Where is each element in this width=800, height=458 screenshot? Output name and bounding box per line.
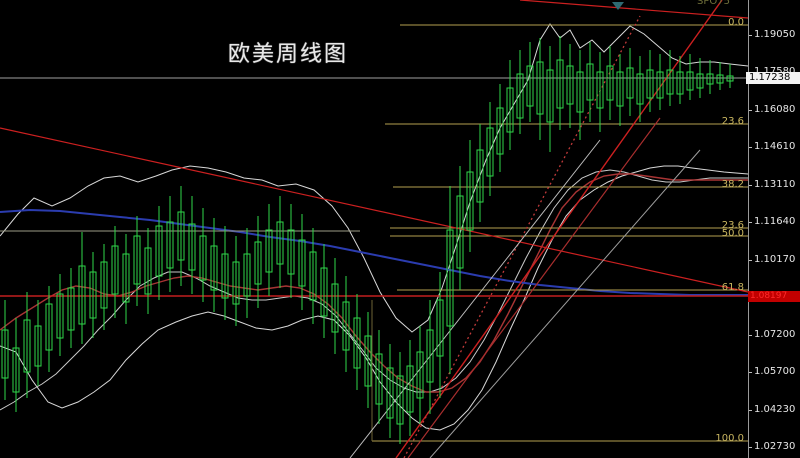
- ma-mid-white-line: [0, 169, 748, 411]
- candle-group-consolidation: [566, 42, 734, 140]
- tick-mark: [749, 35, 752, 36]
- price-tick-label: 1.14610: [754, 141, 796, 152]
- price-tick-label: 1.04230: [754, 404, 796, 415]
- bollinger-lower-line: [0, 165, 748, 431]
- trend-up-red-line-2: [407, 117, 661, 458]
- price-tick-label: 1.16080: [754, 104, 796, 115]
- candle-group-left: [1, 186, 328, 412]
- price-tick-label: 1.17580: [754, 67, 795, 77]
- tick-mark: [749, 185, 752, 186]
- price-tick-label: 1.07200: [754, 329, 796, 340]
- tick-mark: [749, 447, 752, 448]
- page-title: 欧美周线图: [228, 42, 349, 67]
- ma-fast-red-line: [0, 173, 748, 393]
- trend-up-red-line: [395, 0, 723, 458]
- fib-label-0: 0.0: [728, 17, 744, 28]
- tick-mark: [749, 410, 752, 411]
- chart-plot-area[interactable]: 欧美周线图: [0, 0, 748, 458]
- top-clipped-label: SPO75: [697, 0, 730, 7]
- candlestick-series: [1, 36, 734, 444]
- price-tick-label: 1.10170: [754, 254, 796, 265]
- chart-canvas: [0, 0, 748, 458]
- fib-label-100-0: 100.0: [715, 433, 744, 444]
- candle-group-decline: [331, 258, 444, 444]
- fib-label-23-6: 23.6: [721, 116, 744, 127]
- marker-triangle-icon: [612, 2, 624, 10]
- trend-up-white-line: [349, 139, 601, 458]
- candle-group-rally: [446, 36, 564, 374]
- fib-label-23-6-lower: 23.6: [721, 220, 744, 231]
- tick-mark: [749, 372, 752, 373]
- fib-label-61-8: 61.8: [721, 282, 744, 293]
- tick-mark: [749, 110, 752, 111]
- fib-label-38-2: 38.2: [721, 179, 744, 190]
- tick-mark: [749, 335, 752, 336]
- ma-slow-blue-line: [0, 208, 748, 296]
- price-tick-label: 1.02730: [754, 441, 796, 452]
- price-tick-label: 1.05700: [754, 366, 796, 377]
- price-tick-label: 1.11640: [754, 216, 796, 227]
- trend-dotted-red-line: [403, 15, 641, 458]
- tick-mark: [749, 147, 752, 148]
- trend-up-white-line-2: [429, 149, 701, 458]
- trend-down-red-line: [0, 127, 748, 293]
- price-tick-label: 1.19050: [754, 29, 796, 40]
- trend-down-red-line-2: [519, 0, 748, 19]
- tick-mark: [749, 260, 752, 261]
- alert-price-tag: 1.08197: [748, 291, 800, 302]
- price-tick-label: 1.13110: [754, 179, 796, 190]
- fib-label-50-0: 50.0: [721, 228, 744, 239]
- price-axis[interactable]: 1.19050 1.17580 1.16080 1.14610 1.13110 …: [748, 0, 800, 458]
- tick-mark: [749, 222, 752, 223]
- current-price-tag: 1.17238: [746, 72, 800, 84]
